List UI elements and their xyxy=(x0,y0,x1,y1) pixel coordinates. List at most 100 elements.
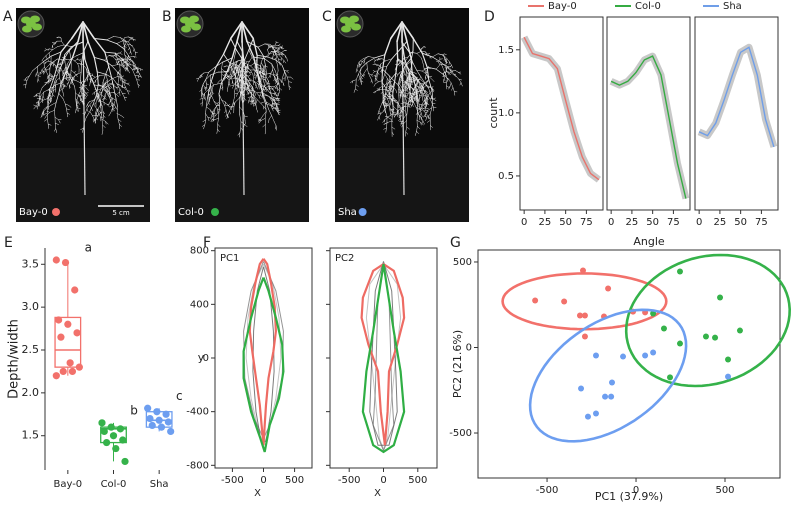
root xyxy=(356,65,358,70)
root xyxy=(415,88,419,90)
root xyxy=(55,93,60,103)
root xyxy=(79,59,82,63)
root xyxy=(421,93,425,95)
root xyxy=(406,40,412,59)
root xyxy=(236,93,238,97)
root xyxy=(86,108,89,112)
root xyxy=(256,54,269,58)
root xyxy=(412,72,416,74)
image-lower-band xyxy=(16,148,150,222)
point xyxy=(68,367,77,376)
root xyxy=(124,54,128,58)
root xyxy=(132,64,137,69)
root xyxy=(269,43,273,47)
root xyxy=(269,92,275,94)
root xyxy=(79,58,82,61)
root xyxy=(267,83,270,88)
root xyxy=(416,70,423,72)
root xyxy=(245,67,247,72)
root xyxy=(355,74,359,80)
root xyxy=(450,64,452,68)
root xyxy=(385,109,388,118)
root xyxy=(272,87,275,89)
root xyxy=(243,124,245,128)
root xyxy=(44,115,47,119)
root xyxy=(231,64,234,68)
root xyxy=(99,111,102,116)
x-tick-label: 25 xyxy=(539,217,552,228)
root xyxy=(132,64,135,69)
root xyxy=(109,92,112,99)
root xyxy=(115,86,119,90)
root xyxy=(384,116,389,120)
point xyxy=(153,408,161,416)
root xyxy=(123,87,127,90)
root xyxy=(125,66,127,71)
root xyxy=(422,94,426,100)
root xyxy=(237,59,245,61)
root xyxy=(108,112,111,117)
root xyxy=(391,50,400,60)
root xyxy=(239,84,242,90)
root xyxy=(252,37,258,56)
root xyxy=(93,38,108,41)
root xyxy=(249,72,252,76)
root xyxy=(421,52,433,58)
root xyxy=(53,83,56,87)
root xyxy=(384,122,389,125)
root xyxy=(111,64,118,67)
line xyxy=(523,36,600,181)
root xyxy=(384,104,389,107)
root xyxy=(390,112,392,117)
root xyxy=(404,93,407,97)
root xyxy=(48,77,50,82)
root xyxy=(417,113,422,118)
root xyxy=(408,84,411,87)
root xyxy=(59,77,62,84)
root xyxy=(251,96,254,99)
root xyxy=(384,108,386,113)
root xyxy=(120,115,125,118)
root xyxy=(97,113,99,117)
root xyxy=(133,48,135,52)
root xyxy=(232,60,239,64)
root xyxy=(237,80,241,85)
root xyxy=(129,51,131,54)
root xyxy=(122,64,126,68)
root xyxy=(386,85,390,88)
root xyxy=(429,76,433,80)
root xyxy=(135,70,139,74)
root xyxy=(401,21,415,40)
root xyxy=(369,76,373,81)
root xyxy=(244,88,248,92)
root xyxy=(277,110,280,115)
root xyxy=(201,72,205,76)
root xyxy=(443,75,446,80)
root xyxy=(73,72,77,75)
panel-label: E xyxy=(4,235,13,251)
root xyxy=(121,58,125,61)
root xyxy=(110,108,113,114)
root xyxy=(246,67,248,70)
root xyxy=(455,70,459,73)
root xyxy=(74,60,78,64)
root xyxy=(243,83,246,90)
root xyxy=(276,79,279,84)
y-tick-label: 2.0 xyxy=(22,386,40,399)
x-tick-label: 50 xyxy=(646,217,659,228)
root xyxy=(43,112,48,116)
root xyxy=(437,61,441,66)
root xyxy=(271,63,273,70)
root xyxy=(40,91,45,97)
root xyxy=(92,75,96,78)
root xyxy=(378,106,381,112)
root xyxy=(116,40,123,44)
root xyxy=(271,98,273,104)
panel-title: PC1 xyxy=(220,253,239,264)
root xyxy=(104,79,108,83)
y-tick-label: 800 xyxy=(190,246,209,257)
panel-label: D xyxy=(484,9,495,25)
root xyxy=(243,80,247,83)
root xyxy=(403,70,406,75)
root xyxy=(425,113,427,117)
